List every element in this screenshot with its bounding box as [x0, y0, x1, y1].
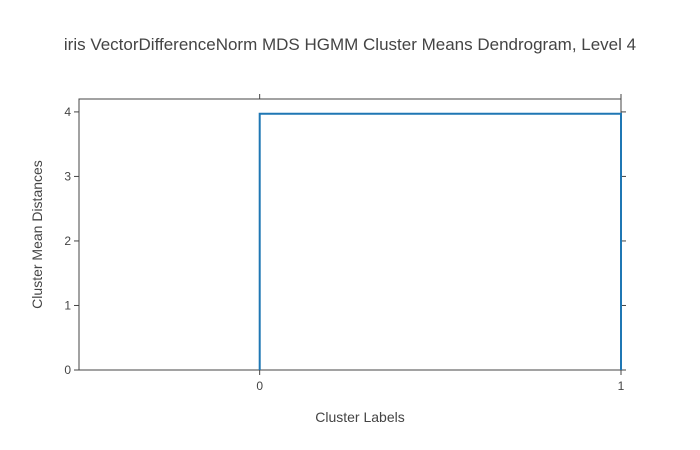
dendrogram-link-line [258, 112, 622, 370]
chart-title: iris VectorDifferenceNorm MDS HGMM Clust… [64, 35, 636, 54]
y-tick-label: 4 [64, 105, 71, 119]
y-axis-ticks: 0 1 2 3 4 [64, 105, 626, 377]
y-tick-label: 1 [64, 298, 71, 312]
y-tick-label: 3 [64, 169, 71, 183]
x-tick-label: 0 [256, 379, 263, 393]
series-layer [258, 112, 622, 370]
y-tick-label: 2 [64, 234, 71, 248]
y-tick-label: 0 [64, 363, 71, 377]
x-tick-label: 1 [618, 379, 625, 393]
plot-frame [78, 98, 622, 371]
y-axis-title: Cluster Mean Distances [29, 160, 45, 309]
x-axis-title: Cluster Labels [315, 409, 405, 425]
